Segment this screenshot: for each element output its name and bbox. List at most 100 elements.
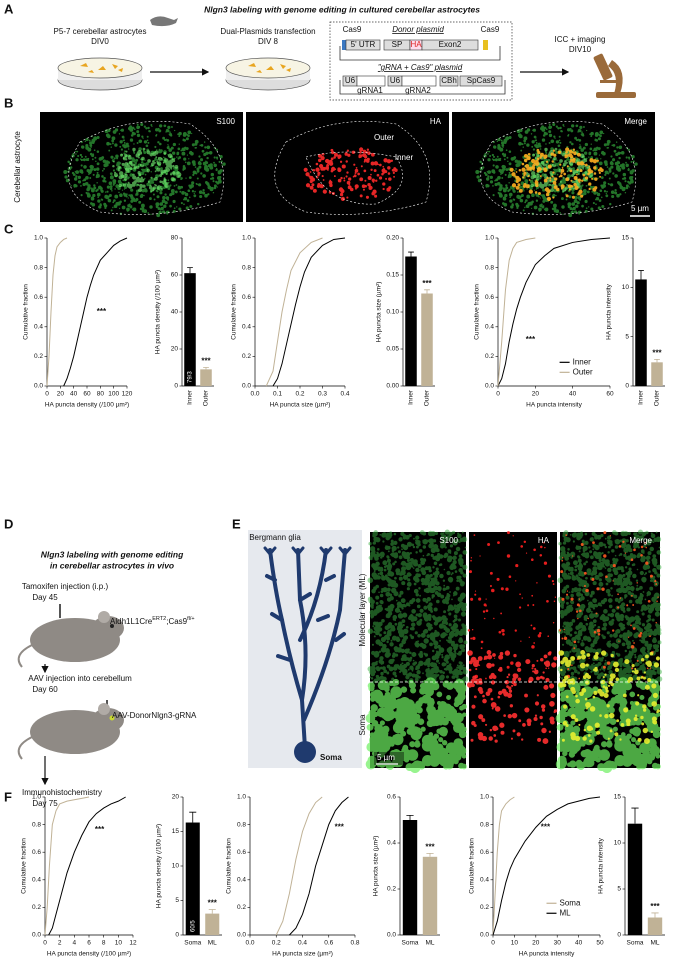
y-tick-label: 0.4 xyxy=(32,877,41,884)
significance: *** xyxy=(208,899,218,908)
step-label: Tamoxifen injection (i.p.) xyxy=(22,582,109,591)
bar xyxy=(627,823,643,935)
legend-label: Soma xyxy=(560,898,581,907)
y-tick-label: 80 xyxy=(171,235,179,242)
mouse-icon xyxy=(17,604,124,668)
x-tick-label: 0.8 xyxy=(350,940,359,947)
y-axis-label: Cumulative fraction xyxy=(469,838,476,894)
red-signal xyxy=(467,649,558,745)
green-signal xyxy=(367,529,469,685)
legend-label: Outer xyxy=(573,367,593,376)
panel-label: C xyxy=(4,221,14,236)
y-tick-label: 0.6 xyxy=(480,849,489,856)
x-tick-label: 60 xyxy=(83,391,91,398)
x-tick-label: 0 xyxy=(491,940,495,947)
x-tick-label: 20 xyxy=(532,940,540,947)
segment-label: CBh xyxy=(441,76,457,85)
guide-label: gRNA1 xyxy=(357,86,383,95)
x-tick-label: 4 xyxy=(73,940,77,947)
step-day: Day 60 xyxy=(32,685,58,694)
legend-label: ML xyxy=(560,908,572,917)
y-tick-label: 0.6 xyxy=(485,294,494,301)
y-tick-label: 0.4 xyxy=(242,324,251,331)
chart: 0 5 10 15 HA puncta intensity Inner Outer *** xyxy=(606,235,665,406)
x-tick-label: 40 xyxy=(569,391,577,398)
y-tick-label: 0.0 xyxy=(387,932,396,939)
x-tick-label: 30 xyxy=(554,940,562,947)
green-signal xyxy=(112,147,182,192)
step-label: Dual-Plasmids transfection xyxy=(220,27,315,36)
step-label: Immunohistochemistry xyxy=(22,788,102,797)
y-tick-label: 1.0 xyxy=(32,794,41,801)
cas9-label: Cas9 xyxy=(481,25,500,34)
y-tick-label: 0.6 xyxy=(237,849,246,856)
x-tick-label: 0.1 xyxy=(273,391,282,398)
y-tick-label: 0.8 xyxy=(32,821,41,828)
y-tick-label: 0.6 xyxy=(387,794,396,801)
x-tick-label: 100 xyxy=(108,391,119,398)
x-tick-label: 0.0 xyxy=(245,940,254,947)
y-tick-label: 0.4 xyxy=(34,324,43,331)
category-label: Inner xyxy=(638,389,645,405)
y-axis-label: Cumulative fraction xyxy=(21,838,28,894)
x-axis-label: HA puncta intensity xyxy=(519,951,575,958)
red-signal xyxy=(558,531,659,680)
step-label: ICC + imaging xyxy=(555,35,606,44)
y-tick-label: 15 xyxy=(614,794,622,801)
y-axis-label: HA puncta density (/100 µm²) xyxy=(156,824,163,908)
y-tick-label: 0.0 xyxy=(480,932,489,939)
x-tick-label: 40 xyxy=(70,391,78,398)
y-tick-label: 0.0 xyxy=(242,383,251,390)
significance: *** xyxy=(425,842,435,851)
green-signal xyxy=(63,122,226,218)
x-tick-label: 0.3 xyxy=(318,391,327,398)
y-tick-label: 0.15 xyxy=(386,272,399,279)
segment-label: U6 xyxy=(345,76,356,85)
x-tick-label: 10 xyxy=(115,940,123,947)
step-day: Day 45 xyxy=(32,593,58,602)
panel-label: B xyxy=(4,95,13,110)
petri-dish xyxy=(225,57,311,91)
x-tick-label: 0 xyxy=(496,391,500,398)
segment-label: U6 xyxy=(390,76,401,85)
chart: 0.0 0.2 0.4 0.6 0.8 1.0 Cumulative fraction 0 2 4… xyxy=(21,794,137,958)
bar xyxy=(421,293,433,386)
cumulative-curve xyxy=(63,237,128,387)
row-label: Cerebellar astrocyte xyxy=(13,131,22,203)
error-bar xyxy=(638,270,644,280)
cumulative-curve xyxy=(497,237,611,387)
category-label: Soma xyxy=(627,940,644,947)
x-axis-label: HA puncta size (µm²) xyxy=(270,402,331,409)
error-bar xyxy=(426,852,434,857)
y-tick-label: 1.0 xyxy=(242,235,251,242)
step-day: DIV0 xyxy=(91,37,109,46)
panel-d: Nlgn3 labeling with genome editing in ce… xyxy=(17,549,197,808)
y-tick-label: 0.2 xyxy=(237,904,246,911)
region-outline xyxy=(305,151,403,205)
y-tick-label: 0.00 xyxy=(386,383,399,390)
category-label: ML xyxy=(425,940,434,947)
channel-label: Merge xyxy=(629,536,652,545)
category-label: Soma xyxy=(184,940,201,947)
cumulative-curve xyxy=(275,796,323,936)
panel-label: D xyxy=(4,516,13,531)
step-label: P5-7 cerebellar astrocytes xyxy=(54,27,147,36)
x-tick-label: 0 xyxy=(43,940,47,947)
panel-b: Cerebellar astrocyte S100 HA Merge Outer Inn… xyxy=(13,112,655,222)
y-tick-label: 1.0 xyxy=(34,235,43,242)
chart: 0.0 0.2 0.4 0.6 0.8 1.0 Cumulative fraction 0.0… xyxy=(231,235,350,409)
significance: *** xyxy=(201,357,211,366)
segment-label: 5' UTR xyxy=(351,40,376,49)
error-bar xyxy=(654,358,660,363)
y-tick-label: 0.4 xyxy=(387,840,396,847)
y-tick-label: 10 xyxy=(172,863,180,870)
step-label: AAV injection into cerebellum xyxy=(28,674,132,683)
green-signal xyxy=(524,147,594,192)
y-tick-label: 0.0 xyxy=(237,932,246,939)
channel-label: S100 xyxy=(439,536,458,545)
y-axis-label: HA puncta intensity xyxy=(598,837,605,893)
green-signal xyxy=(365,677,468,774)
region-outline xyxy=(480,121,636,215)
error-bar xyxy=(408,251,414,257)
chart: 0.0 0.2 0.4 0.6 0.8 1.0 Cumulative fraction 0 20… xyxy=(474,235,614,409)
